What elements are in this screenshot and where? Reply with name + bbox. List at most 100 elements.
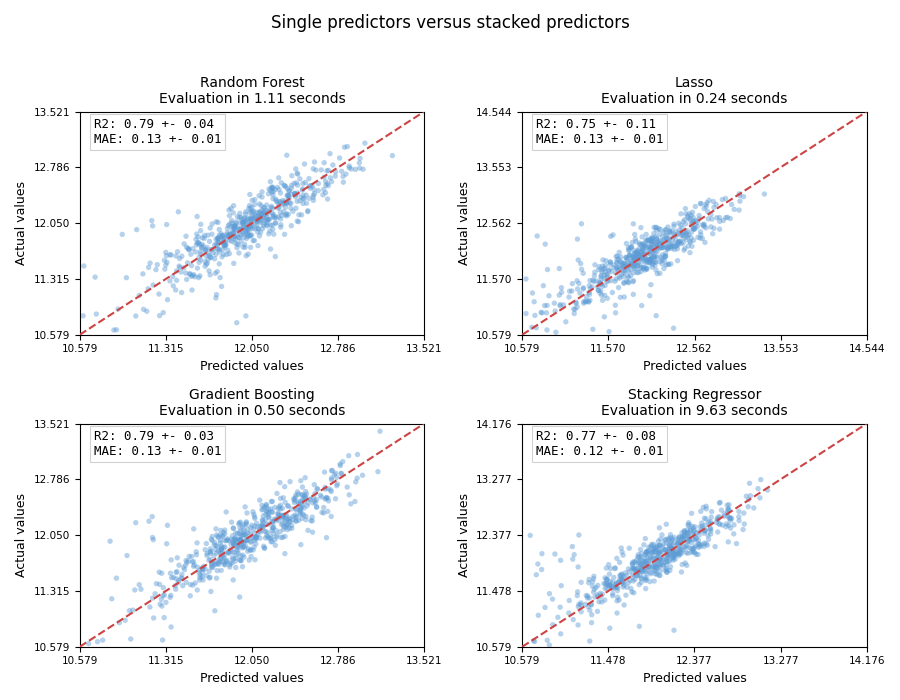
Point [673, 227, 688, 238]
Point [216, 234, 230, 245]
Point [251, 223, 266, 235]
Point [742, 494, 756, 505]
Point [615, 269, 629, 280]
Point [574, 606, 589, 617]
Point [225, 225, 239, 236]
Point [638, 549, 652, 560]
Point [660, 234, 674, 245]
Point [677, 535, 691, 546]
Point [552, 290, 566, 301]
Point [632, 557, 646, 568]
Point [220, 534, 234, 545]
Point [699, 503, 714, 514]
Point [229, 533, 243, 544]
Point [212, 232, 226, 243]
Point [274, 188, 288, 199]
Point [225, 552, 239, 564]
Point [638, 239, 652, 251]
Point [209, 540, 223, 551]
Point [623, 249, 637, 260]
Point [667, 218, 681, 230]
Point [649, 239, 663, 251]
Point [208, 544, 222, 555]
Point [194, 225, 208, 237]
Point [210, 289, 224, 300]
Point [599, 578, 614, 589]
Point [267, 212, 282, 223]
Point [656, 242, 670, 253]
Point [212, 554, 226, 566]
Point [184, 284, 199, 295]
Point [659, 230, 673, 241]
Point [233, 534, 248, 545]
Point [656, 547, 670, 558]
Point [599, 582, 614, 594]
Point [634, 553, 648, 564]
Point [191, 237, 205, 248]
Point [258, 533, 273, 544]
Point [230, 528, 245, 539]
Point [677, 533, 691, 545]
Point [260, 217, 274, 228]
Point [238, 209, 253, 220]
Point [526, 296, 541, 307]
Point [680, 536, 695, 547]
Point [244, 532, 258, 543]
Point [698, 525, 713, 536]
Point [202, 270, 217, 281]
Point [659, 241, 673, 253]
Point [637, 572, 652, 583]
Point [221, 220, 236, 231]
Point [713, 216, 727, 227]
Point [672, 543, 687, 554]
Point [625, 564, 639, 575]
Point [724, 199, 739, 210]
Point [644, 547, 659, 558]
Point [222, 234, 237, 246]
Point [252, 526, 266, 537]
Point [695, 517, 709, 528]
Point [246, 545, 260, 556]
Point [195, 563, 210, 574]
Point [701, 533, 716, 545]
Point [713, 519, 727, 530]
Point [235, 227, 249, 238]
Point [671, 537, 686, 548]
Point [588, 592, 602, 603]
Point [230, 211, 245, 222]
Point [347, 496, 362, 507]
Point [293, 504, 308, 515]
Point [568, 304, 582, 315]
Point [570, 302, 584, 313]
Point [598, 583, 612, 594]
Point [201, 230, 215, 241]
Point [259, 530, 274, 541]
Point [222, 228, 237, 239]
Point [248, 194, 262, 205]
Point [658, 535, 672, 546]
Point [626, 563, 641, 574]
Point [559, 316, 573, 328]
Point [344, 163, 358, 174]
Point [241, 221, 256, 232]
Point [269, 531, 284, 542]
Point [617, 265, 632, 276]
Point [221, 204, 236, 216]
Point [727, 204, 742, 215]
Point [627, 247, 642, 258]
Point [246, 211, 260, 223]
Point [218, 241, 232, 253]
Point [642, 244, 656, 256]
Text: R2: 0.79 +- 0.03
MAE: 0.13 +- 0.01: R2: 0.79 +- 0.03 MAE: 0.13 +- 0.01 [94, 430, 221, 458]
Point [119, 272, 133, 284]
Point [635, 244, 650, 256]
Point [236, 222, 250, 233]
Point [328, 167, 343, 178]
Point [581, 296, 596, 307]
Point [235, 561, 249, 573]
Point [698, 512, 712, 524]
Point [686, 223, 700, 234]
Point [652, 237, 667, 248]
Point [309, 164, 323, 176]
Point [111, 304, 125, 315]
